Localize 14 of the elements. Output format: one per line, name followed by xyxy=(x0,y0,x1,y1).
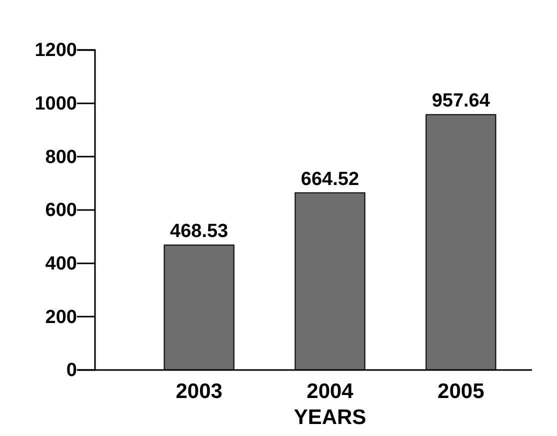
data-label: 664.52 xyxy=(300,168,360,190)
y-tick-label: 200 xyxy=(45,306,77,328)
x-tick-label: 2003 xyxy=(176,380,222,404)
x-tick-label: 2005 xyxy=(438,380,485,404)
y-tick-label: 800 xyxy=(45,146,77,168)
y-tick-label: 400 xyxy=(45,253,77,274)
x-axis-title: YEARS xyxy=(294,406,366,429)
y-tick-label: 1000 xyxy=(34,93,77,114)
data-label: 468.53 xyxy=(170,221,228,242)
y-tick-label: 0 xyxy=(66,360,77,382)
x-tick-label: 2004 xyxy=(306,380,354,404)
y-tick-label: 600 xyxy=(45,200,77,222)
data-label: 957.64 xyxy=(432,90,490,112)
y-tick-label: 1200 xyxy=(34,40,77,62)
